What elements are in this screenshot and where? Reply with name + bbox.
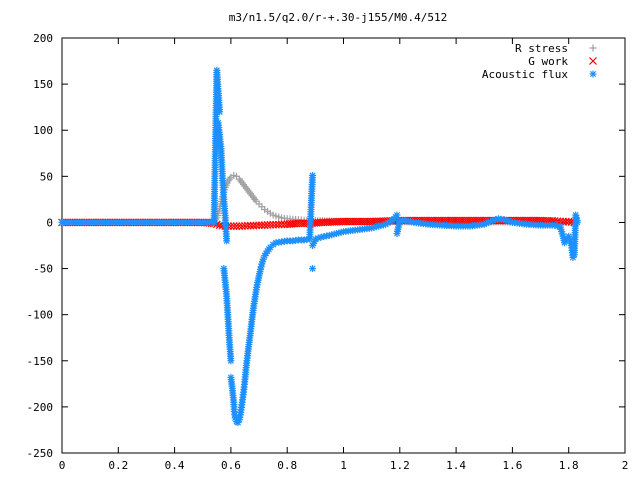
data-point (255, 221, 263, 230)
x-tick-label: 0.8 (277, 459, 297, 472)
x-tick-label: 1.2 (390, 459, 410, 472)
y-tick-label: -250 (27, 447, 54, 460)
x-tick-label: 2 (622, 459, 629, 472)
legend-label: R stress (515, 42, 568, 55)
data-layer (58, 66, 581, 427)
x-tick-label: 1 (340, 459, 347, 472)
y-tick-label: -150 (27, 355, 54, 368)
plot-frame (61, 37, 626, 454)
data-point (551, 221, 559, 229)
y-tick-label: -200 (27, 401, 54, 414)
legend-marker (589, 70, 597, 78)
x-tick-label: 1.6 (502, 459, 522, 472)
series-acoustic-flux (58, 66, 581, 427)
y-tick-label: -50 (33, 263, 53, 276)
x-tick-label: 1.8 (559, 459, 579, 472)
legend-label: G work (528, 55, 568, 68)
axes: 0 0.2 0.4 0.6 0.8 1 1.2 1.4 1.6 1.8 2200150100500-… (27, 32, 629, 472)
data-point (216, 108, 224, 116)
x-tick-label: 0 (59, 459, 66, 472)
x-tick-label: 1.4 (446, 459, 466, 472)
data-point (229, 222, 238, 231)
x-tick-label: 0.2 (108, 459, 128, 472)
legend-marker (589, 44, 597, 52)
x-tick-label: 0.6 (221, 459, 241, 472)
y-tick-label: 100 (33, 124, 53, 137)
data-point (277, 220, 286, 229)
data-point (309, 265, 317, 273)
data-point (232, 222, 241, 231)
legend-label: Acoustic flux (482, 68, 568, 81)
y-tick-label: -100 (27, 309, 54, 322)
data-point (573, 218, 581, 226)
data-point (393, 211, 401, 219)
data-point (266, 220, 275, 229)
y-tick-label: 200 (33, 32, 53, 45)
y-tick-label: 0 (46, 216, 53, 229)
legend-marker (589, 57, 597, 65)
y-tick-label: 150 (33, 78, 53, 91)
x-tick-label: 0.4 (165, 459, 185, 472)
data-point (226, 222, 235, 231)
data-point (309, 171, 317, 179)
chart-title: m3/n1.5/q2.0/r-+.30-j155/M0.4/512 (229, 11, 448, 24)
y-tick-label: 50 (40, 170, 53, 183)
data-point (227, 357, 235, 365)
data-point (243, 221, 252, 230)
data-point (223, 237, 231, 245)
